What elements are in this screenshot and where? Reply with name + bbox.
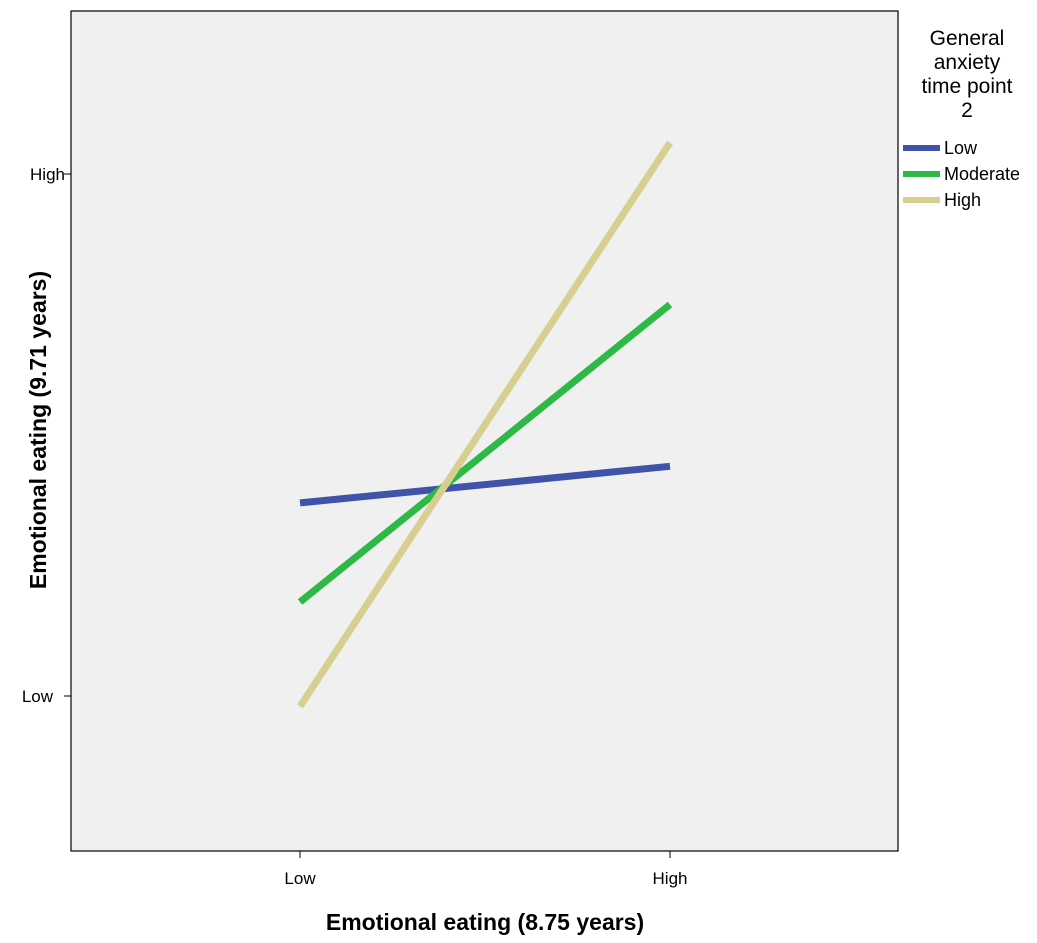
y-axis-title: Emotional eating (9.71 years) [25,271,51,589]
legend-label-low: Low [944,138,978,158]
x-tick-label-low: Low [284,869,316,888]
series-line-moderate [297,301,673,605]
x-axis: Low High Emotional eating (8.75 years) [284,851,687,935]
series-line-high [297,140,673,709]
x-tick-label-high: High [653,869,688,888]
y-axis: High Low Emotional eating (9.71 years) [22,165,71,706]
y-tick-label-low: Low [22,687,54,706]
legend-title-line-3: time point [921,75,1012,98]
legend-label-moderate: Moderate [944,164,1020,184]
y-tick-label-high: High [30,165,65,184]
series-line-low [299,462,671,507]
legend: General anxiety time point 2 Low Moderate… [903,27,1020,210]
legend-title-line-2: anxiety [934,51,1001,74]
x-axis-title: Emotional eating (8.75 years) [326,909,644,935]
legend-label-high: High [944,190,981,210]
series-layer [297,140,673,709]
legend-title-line-1: General [930,27,1005,50]
legend-items: Low Moderate High [903,138,1020,210]
legend-title-line-4: 2 [961,99,973,122]
